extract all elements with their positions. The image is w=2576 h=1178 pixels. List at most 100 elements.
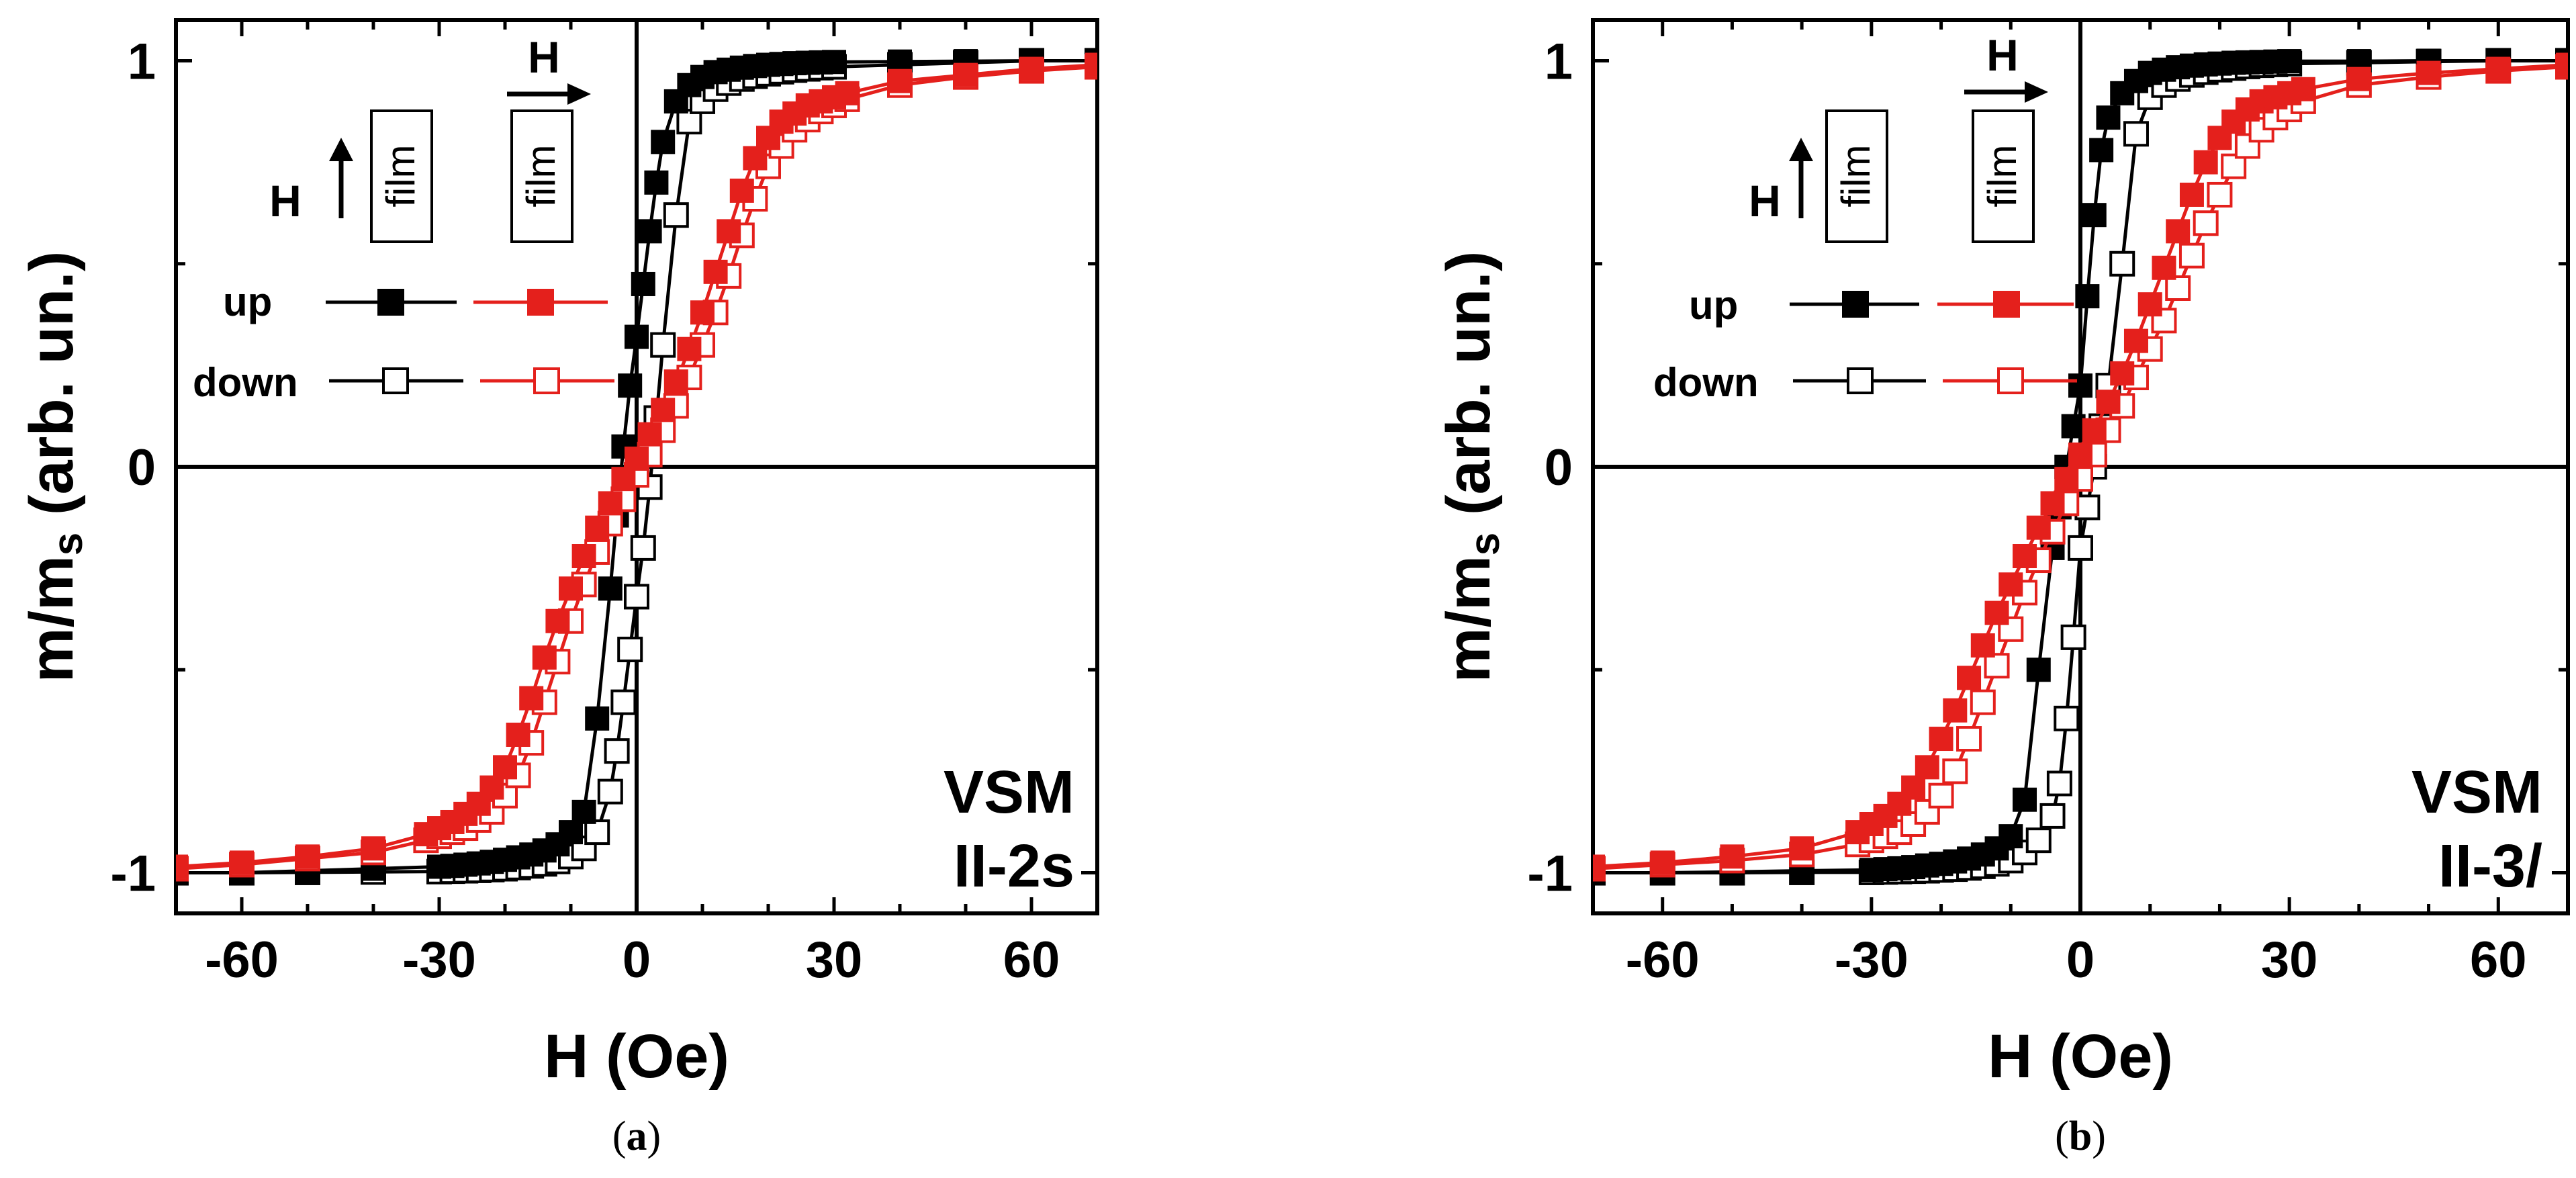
in-plane-down-point [2178,242,2205,269]
in-plane-up-point [2207,126,2232,150]
perpendicular-up-point [822,50,846,75]
perpendicular-down-point [624,584,649,610]
perpendicular-up-point [585,706,610,731]
in-plane-up-point [2082,418,2107,443]
legend-marker-down-perpendicular [382,367,409,394]
in-plane-up-point [176,854,188,879]
in-plane-up-point [532,645,557,670]
in-plane-up-point [2193,150,2218,175]
perpendicular-up-point [637,219,662,244]
in-plane-up-point [2291,77,2315,101]
perpendicular-down-point [2074,494,2101,520]
in-plane-up-point [703,259,728,284]
in-plane-up-point [2152,255,2176,280]
sample-label-line1: VSM [944,759,1074,826]
in-plane-up-point [1929,727,1953,752]
axis-ticks [174,20,1099,913]
legend-marker-up-perpendicular [377,289,404,316]
sample-label-line2: II-3/ [2438,833,2542,900]
perpendicular-down-point [2123,121,2149,147]
film-label-in-plane: film [518,144,563,207]
in-plane-up-point [1650,850,1675,875]
perpendicular-down-point [604,738,630,764]
y-axis-title: m/ms (arb. un.) [1434,251,1508,683]
in-plane-up-point [729,178,754,203]
in-plane-up-point [717,219,741,244]
perpendicular-up-point [2089,138,2114,163]
in-plane-up-point [506,723,531,747]
field-label-in-plane: H [528,32,560,82]
film-label-in-plane: film [1980,144,2025,207]
perpendicular-down-point [2046,770,2072,797]
in-plane-down-point [1970,689,1996,715]
in-plane-up-point [663,369,688,394]
in-plane-up-point [2096,390,2121,414]
x-tick-label: -30 [1835,932,1908,989]
perpendicular-down-point [650,332,676,358]
film-label-perpendicular: film [378,144,423,207]
y-tick-label: 1 [1545,33,1573,90]
perpendicular-up-point [618,373,643,398]
y-tick-labels: -1 0 1 [110,33,156,902]
in-plane-up-point [625,446,649,471]
x-tick-label: -60 [205,932,279,989]
in-plane-up-point [2166,219,2191,244]
legend-marker-down-perpendicular [1847,367,1874,394]
x-tick-label: 60 [2470,932,2527,989]
in-plane-up-point [571,544,596,568]
in-plane-up-point [598,491,623,516]
in-plane-down-point [2207,181,2233,208]
perpendicular-up-point [571,799,596,824]
in-plane-up-point [585,515,610,540]
arrow-up-icon [1789,138,1813,218]
legend-label-down: down [1653,360,1759,405]
in-plane-up-point [361,836,385,861]
perpendicular-down-point [617,637,643,663]
in-plane-up-point [1790,836,1814,861]
in-plane-down-point [1942,758,1968,784]
in-plane-down-point [2234,133,2260,159]
in-plane-up-point [559,576,583,601]
in-plane-up-point [2054,467,2079,492]
in-plane-up-point [1943,698,1968,723]
perpendicular-down-point [663,202,689,228]
perpendicular-down-point [2068,535,2093,561]
in-plane-up-point [1593,854,1605,879]
in-plane-up-point [2040,491,2065,516]
perpendicular-up-point [644,170,669,195]
in-plane-up-point [1984,600,2009,625]
x-tick-label: -60 [1626,932,1700,989]
x-tick-label: 30 [2261,932,2318,989]
x-tick-label: 60 [1003,932,1060,989]
perpendicular-up-point [1998,824,2023,849]
in-plane-up-point [637,422,662,447]
perpendicular-up-point [2068,373,2092,398]
legend-label-down: down [193,360,298,405]
perpendicular-up-point [2061,414,2086,439]
in-plane-down-point [2193,210,2219,236]
y-tick-label: -1 [1527,846,1573,903]
in-plane-up-point [2110,361,2135,386]
perpendicular-up-point [2277,49,2302,74]
perpendicular-up-point [2082,203,2107,228]
in-plane-up-point [1957,666,1982,690]
in-plane-up-point [2416,60,2441,85]
film-label-perpendicular: film [1833,144,1878,207]
legend-marker-up-perpendicular [1842,291,1869,318]
in-plane-up-point [2137,292,2162,317]
perpendicular-down-point [2054,705,2080,731]
in-plane-up-point [2123,328,2148,353]
legend-marker-down-in-plane [1997,367,2024,394]
in-plane-up-point [2346,66,2371,91]
perpendicular-up-point [2075,284,2100,309]
y-tick-label: -1 [110,846,156,903]
in-plane-up-point [545,608,570,633]
perpendicular-down-point [630,535,656,561]
legend-label-up: up [223,279,272,324]
panel-caption: (b) [2055,1114,2106,1159]
in-plane-up-point [295,844,320,869]
in-plane-up-point [1915,755,1939,780]
in-plane-up-point [2068,442,2092,467]
